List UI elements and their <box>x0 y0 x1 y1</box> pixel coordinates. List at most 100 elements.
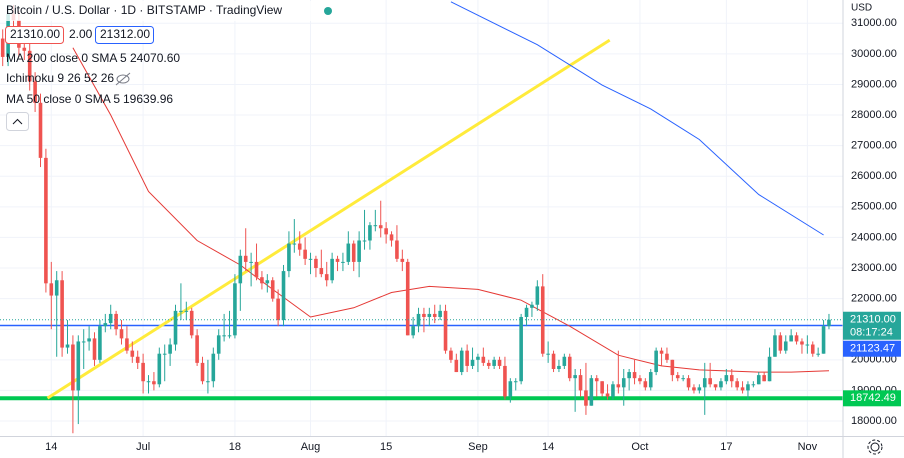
indicator-value: 19639.96 <box>123 92 173 106</box>
candle-body <box>670 359 675 376</box>
collapse-button[interactable] <box>6 112 29 131</box>
candle-body <box>648 372 653 388</box>
candle-body <box>314 258 318 269</box>
x-tick-label: Sep <box>468 441 488 453</box>
candle-body <box>524 307 529 317</box>
x-tick-label: 15 <box>380 441 392 453</box>
candle-body <box>503 365 507 397</box>
ma-line <box>72 47 830 373</box>
x-tick-label: Aug <box>301 441 321 453</box>
candle-body <box>697 387 702 391</box>
candle-body <box>708 378 712 385</box>
candle-body <box>449 350 453 360</box>
candle-body <box>98 326 102 360</box>
candle-body <box>87 338 91 342</box>
candle-body <box>389 234 394 241</box>
candle-body <box>719 381 723 388</box>
candle-body <box>243 255 248 262</box>
candle-body <box>222 335 226 337</box>
y-tick-label: 28000.00 <box>851 109 897 121</box>
candle-body <box>157 353 162 385</box>
candle-body <box>346 243 351 262</box>
currency: USD <box>851 3 872 14</box>
candle-body <box>427 313 432 317</box>
x-tick-label: 14 <box>45 441 57 453</box>
candle-body <box>486 362 491 366</box>
candle-body <box>438 310 442 317</box>
candle-body <box>319 268 324 275</box>
candle-body <box>713 384 718 388</box>
candle-body <box>513 381 518 383</box>
candle-body <box>794 335 799 342</box>
candle-body <box>368 225 372 241</box>
candle-body <box>508 381 513 397</box>
candle-body <box>119 329 124 339</box>
candle-body <box>0 38 5 57</box>
candle-body <box>227 335 232 337</box>
hidden-icon[interactable] <box>115 72 131 86</box>
candle-body <box>162 353 167 355</box>
candle-body <box>357 240 361 262</box>
candle-body <box>735 381 739 388</box>
ask: 21312.00 <box>100 27 150 41</box>
candle-body <box>324 274 329 281</box>
symbol-title: Bitcoin / U.S. Dollar · 1D · BITSTAMP · … <box>6 3 282 17</box>
candle-body <box>589 378 594 406</box>
candle-body <box>303 249 307 259</box>
candle-body <box>540 286 545 354</box>
candle-body <box>827 319 831 327</box>
candle-body <box>724 375 729 382</box>
candle-body <box>465 350 469 366</box>
legend-bg <box>2 1 340 21</box>
candle-body <box>492 359 496 366</box>
y-tick-label: 24000.00 <box>851 231 897 243</box>
candle-body <box>659 350 664 354</box>
candle-body <box>81 341 86 343</box>
bid-box[interactable] <box>5 26 64 44</box>
y-tick-label: 23000.00 <box>851 262 897 274</box>
candle-body <box>567 356 572 379</box>
candle-body <box>692 387 696 391</box>
candle-body <box>643 381 648 388</box>
candle-body <box>654 350 658 373</box>
candle-body <box>297 243 302 250</box>
candle-body <box>92 338 97 360</box>
ask-box[interactable] <box>95 26 154 44</box>
candle-body <box>546 353 550 355</box>
candle-body <box>135 356 140 363</box>
candle-body <box>600 381 604 394</box>
candle-body <box>292 243 297 245</box>
candle-body <box>308 258 313 260</box>
candle-body <box>681 378 685 380</box>
candle-body <box>184 310 189 312</box>
y-tick-label: 29000.00 <box>851 78 897 90</box>
price-label: 18742.49 <box>850 392 896 404</box>
price-label: 21123.47 <box>850 343 895 355</box>
candle-body <box>422 313 426 317</box>
candle-body <box>594 378 599 382</box>
candle-body <box>76 341 81 391</box>
candle-body <box>249 261 253 263</box>
trend-line <box>46 38 611 400</box>
candle-body <box>233 283 237 336</box>
candle-body <box>351 243 356 262</box>
candle-body <box>627 372 631 379</box>
candle-body <box>783 341 788 351</box>
candle-body <box>114 313 118 330</box>
grid <box>0 0 843 436</box>
candle-body <box>535 286 540 305</box>
settings-icon[interactable] <box>867 439 883 455</box>
candle-body <box>729 375 734 382</box>
y-tick-label: 31000.00 <box>851 17 897 29</box>
candle-body <box>341 261 345 263</box>
candle-body <box>573 375 577 379</box>
candle-body <box>584 390 588 406</box>
indicator-name: Ichimoku 9 26 52 26 <box>6 71 114 85</box>
candle-body <box>254 261 259 278</box>
last-price-label: 21310.00 <box>850 314 896 326</box>
candle-body <box>778 335 783 351</box>
market-status <box>324 7 332 15</box>
candle-body <box>276 298 280 321</box>
x-tick-label: Nov <box>798 441 818 453</box>
